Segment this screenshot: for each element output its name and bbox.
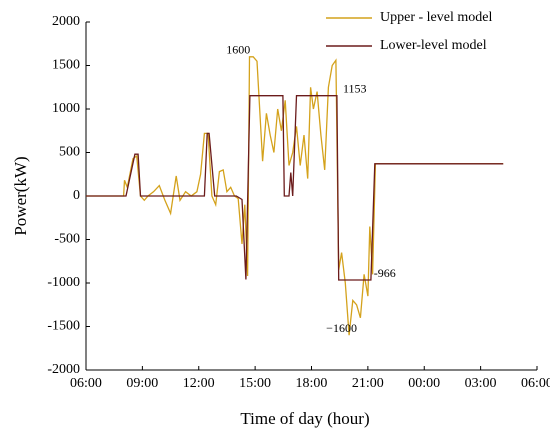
y-axis-title: Power(kW): [11, 156, 30, 235]
annotation: −1600: [326, 321, 357, 335]
x-tick-label: 00:00: [408, 376, 440, 391]
annotation: 1153: [343, 81, 367, 95]
y-tick-label: 0: [73, 188, 80, 203]
x-tick-label: 15:00: [239, 376, 271, 391]
legend-label: Lower-level model: [380, 38, 487, 53]
x-tick-label: 03:00: [465, 376, 497, 391]
y-tick-label: -1500: [47, 319, 80, 334]
y-tick-label: 1500: [52, 58, 80, 73]
y-tick-label: -500: [54, 232, 80, 247]
legend-label: Upper - level model: [380, 10, 492, 25]
x-tick-label: 06:00: [521, 376, 550, 391]
annotation: -966: [374, 266, 396, 280]
series-line: [86, 56, 504, 336]
y-tick-label: -1000: [47, 275, 80, 290]
y-tick-label: 1000: [52, 101, 80, 116]
x-tick-label: 18:00: [296, 376, 328, 391]
y-tick-label: 2000: [52, 14, 80, 29]
x-axis-title: Time of day (hour): [240, 409, 369, 428]
x-tick-label: 09:00: [126, 376, 158, 391]
x-tick-label: 12:00: [183, 376, 215, 391]
x-tick-label: 21:00: [352, 376, 384, 391]
annotation: 1600: [226, 43, 250, 57]
y-tick-label: -2000: [47, 362, 80, 377]
x-tick-label: 06:00: [70, 376, 102, 391]
y-tick-label: 500: [59, 145, 80, 160]
series-line: [86, 95, 504, 281]
